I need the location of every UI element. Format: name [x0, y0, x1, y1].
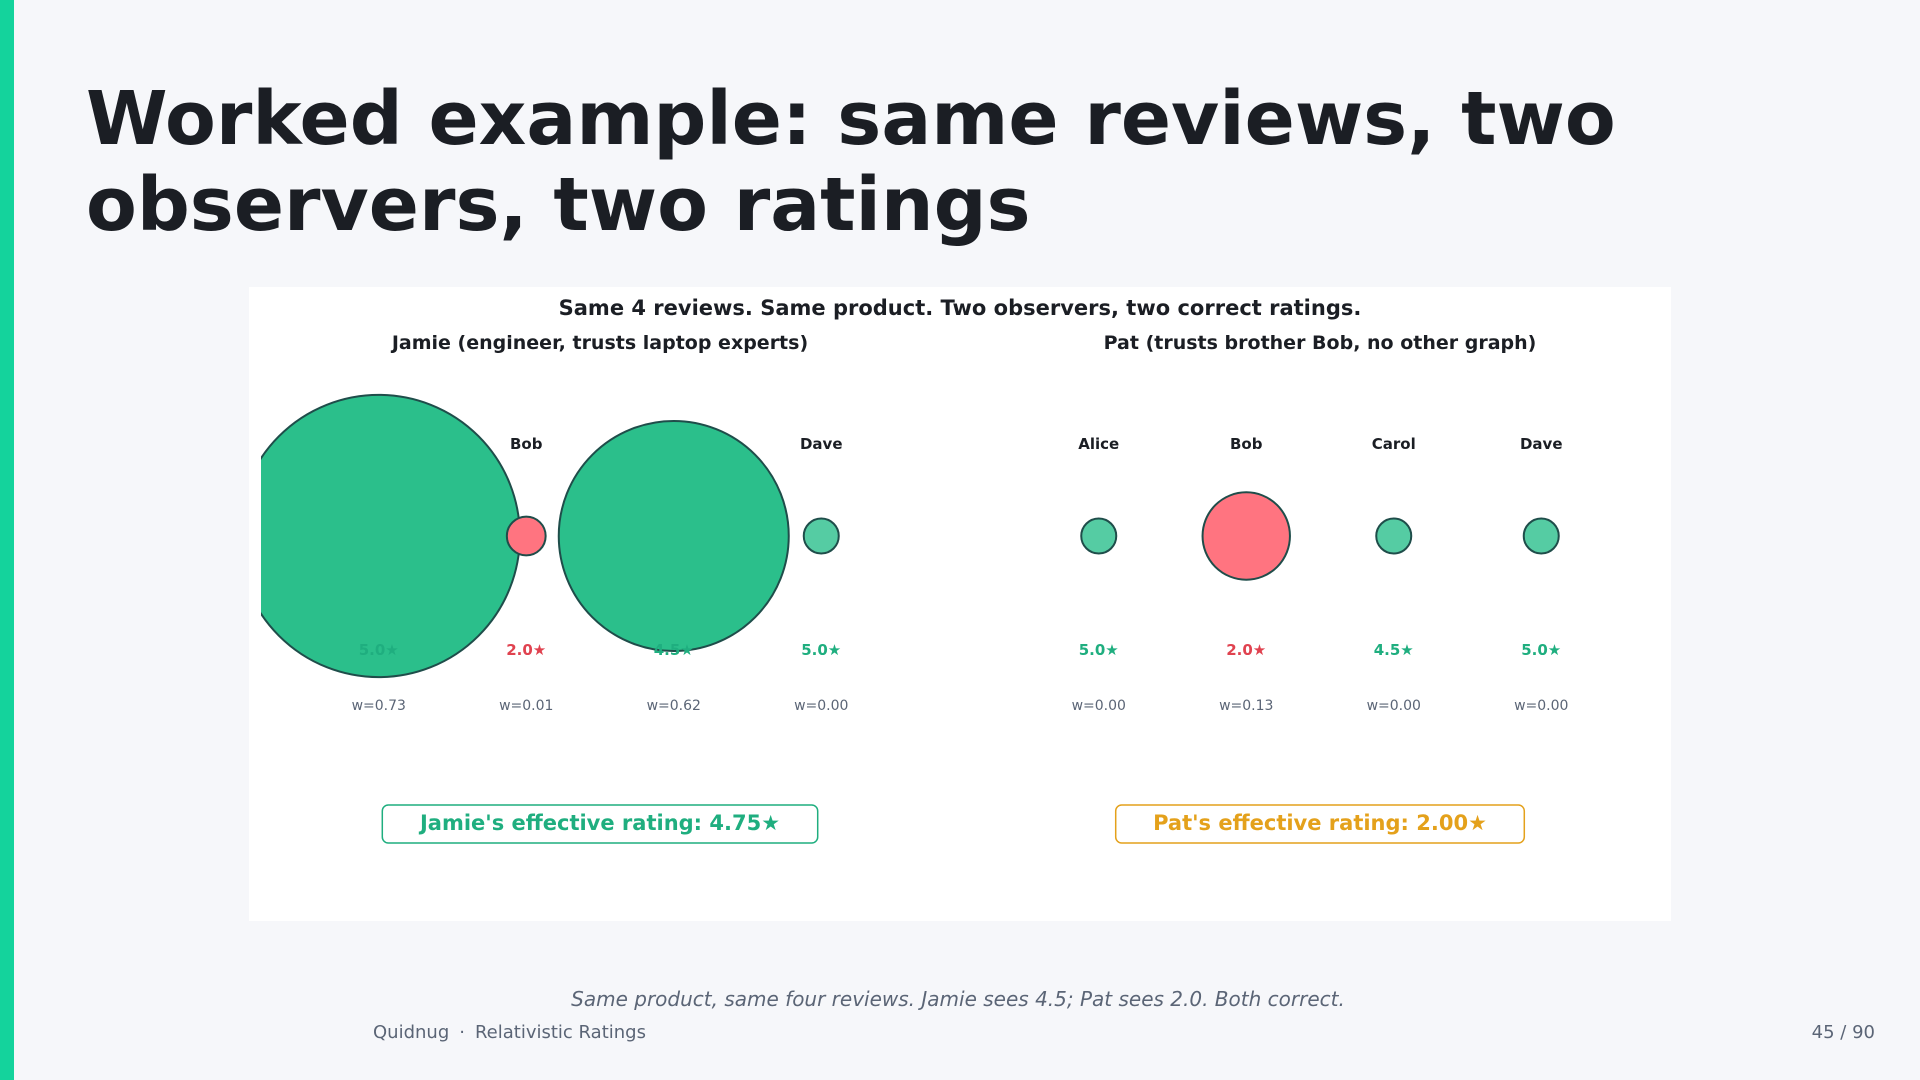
reviewer-name: Dave: [800, 435, 843, 453]
trust-weight-circle: [1522, 517, 1560, 555]
review-stars: 2.0★: [1226, 641, 1266, 659]
observer-name: Pat (trusts brother Bob, no other graph): [1104, 332, 1537, 354]
trust-weight-label: w=0.00: [794, 698, 848, 714]
footer-left: Quidnug · Relativistic Ratings: [373, 1022, 646, 1043]
footer-separator: ·: [459, 1022, 465, 1043]
review-stars: 2.0★: [506, 641, 546, 659]
trust-weight-label: w=0.73: [352, 698, 406, 714]
trust-weight-circle: [1080, 517, 1118, 555]
diagram-heading: Same 4 reviews. Same product. Two observ…: [559, 296, 1362, 320]
diagram-panel: Same 4 reviews. Same product. Two observ…: [249, 287, 1671, 921]
accent-bar: [0, 0, 14, 1080]
reviewer-name: Alice: [1078, 435, 1119, 453]
trust-weight-label: w=0.62: [647, 698, 701, 714]
observer-name: Jamie (engineer, trusts laptop experts): [390, 332, 808, 354]
trust-weight-label: w=0.00: [1072, 698, 1126, 714]
trust-weight-circle: [261, 393, 521, 679]
review-stars: 5.0★: [1079, 641, 1119, 659]
trust-weight-label: w=0.13: [1219, 698, 1273, 714]
review-stars: 5.0★: [801, 641, 841, 659]
trust-weight-label: w=0.01: [499, 698, 553, 714]
page-number: 45 / 90: [1811, 1022, 1875, 1043]
trust-weight-circle: [557, 420, 790, 652]
trust-weight-label: w=0.00: [1367, 698, 1421, 714]
trust-weight-circle: [1201, 491, 1291, 581]
reviewer-name: Bob: [510, 435, 543, 453]
footer-topic: Relativistic Ratings: [474, 1022, 646, 1043]
review-stars: 5.0★: [1521, 641, 1561, 659]
review-stars: 4.5★: [1374, 641, 1414, 659]
slide-title: Worked example: same reviews, two observ…: [86, 76, 1616, 248]
effective-rating-label: Jamie's effective rating: 4.75★: [418, 811, 780, 835]
reviewer-name: Dave: [1520, 435, 1563, 453]
slide-caption: Same product, same four reviews. Jamie s…: [571, 987, 1345, 1011]
review-stars: 4.5★: [654, 641, 694, 659]
trust-weight-circle: [1375, 517, 1413, 555]
effective-rating-box: [381, 804, 819, 844]
reviewer-name: Bob: [1230, 435, 1263, 453]
trust-weight-label: w=0.00: [1514, 698, 1568, 714]
trust-weight-circle: [802, 517, 840, 555]
trust-weight-circle: [505, 515, 547, 557]
reviewer-name: Carol: [1372, 435, 1416, 453]
review-stars: 5.0★: [359, 641, 399, 659]
effective-rating-label: Pat's effective rating: 2.00★: [1153, 811, 1487, 835]
footer-brand: Quidnug: [373, 1022, 450, 1043]
trust-weight-diagram: Same 4 reviews. Same product. Two observ…: [261, 296, 1568, 844]
effective-rating-box: [1114, 804, 1526, 844]
